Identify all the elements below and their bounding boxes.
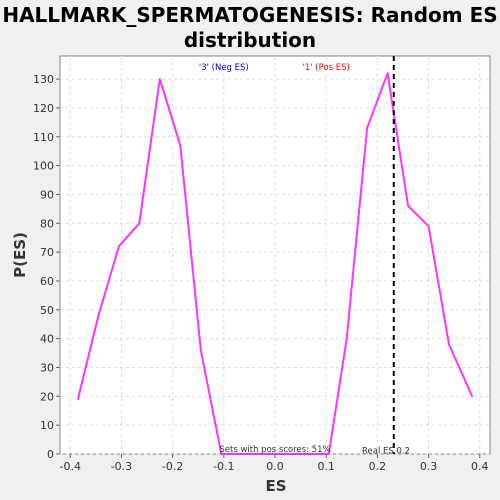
x-tick-label: 0.1 bbox=[317, 460, 335, 473]
grid-lines bbox=[60, 56, 490, 455]
x-tick-label: -0.3 bbox=[111, 460, 132, 473]
series-layer bbox=[76, 72, 474, 455]
series-point bbox=[97, 314, 100, 317]
series-point bbox=[386, 72, 389, 75]
pos-scores-text: Sets with pos scores: 51% bbox=[219, 445, 330, 455]
x-tick-label: -0.4 bbox=[60, 460, 81, 473]
x-tick-label: 0.0 bbox=[266, 460, 284, 473]
series-point bbox=[199, 349, 202, 351]
series-line bbox=[76, 72, 474, 455]
series-point bbox=[327, 453, 330, 455]
chart-title-line1: HALLMARK_SPERMATOGENESIS: Random ES bbox=[2, 3, 497, 27]
series-point bbox=[448, 343, 450, 346]
series-point bbox=[407, 205, 409, 207]
y-tick-label: 70 bbox=[40, 246, 54, 259]
y-tick-label: 80 bbox=[40, 217, 54, 230]
series-point bbox=[118, 245, 120, 248]
y-tick-label: 60 bbox=[40, 275, 54, 288]
series-point bbox=[179, 144, 182, 147]
series-point bbox=[159, 78, 161, 80]
series-point bbox=[471, 395, 473, 398]
series-point bbox=[138, 222, 141, 225]
series-point bbox=[240, 453, 243, 455]
y-axis-title: P(ES) bbox=[11, 232, 29, 278]
series-point bbox=[366, 127, 368, 129]
x-tick-label: 0.3 bbox=[420, 460, 438, 473]
y-tick-label: 90 bbox=[40, 188, 54, 201]
y-tick-label: 0 bbox=[47, 448, 54, 461]
y-tick-label: 110 bbox=[33, 131, 54, 144]
series-point bbox=[281, 453, 284, 455]
real-es-label: Real ES 0.2 bbox=[362, 447, 410, 457]
series-point bbox=[302, 453, 304, 455]
y-tick-label: 50 bbox=[40, 304, 54, 317]
series-point bbox=[427, 225, 430, 227]
chart-title-line2: distribution bbox=[184, 28, 316, 52]
series-point bbox=[77, 398, 79, 401]
x-tick-label: 0.2 bbox=[369, 460, 387, 473]
axis-ticks: 0 10 20 30 40 50 60 70 80 90 100 110 120 130 -0.4 -0.3 -… bbox=[33, 73, 489, 473]
y-tick-label: 40 bbox=[40, 333, 54, 346]
pos-es-label: '1' (Pos ES) bbox=[303, 63, 350, 73]
x-tick-label: 0.4 bbox=[471, 460, 489, 473]
series-point bbox=[220, 453, 223, 455]
y-tick-label: 20 bbox=[40, 390, 54, 403]
series-point bbox=[261, 453, 264, 455]
y-tick-label: 130 bbox=[33, 73, 54, 86]
y-tick-label: 120 bbox=[33, 102, 54, 115]
series-point bbox=[345, 337, 348, 340]
x-tick-label: -0.2 bbox=[162, 460, 183, 473]
y-tick-label: 10 bbox=[40, 419, 54, 432]
y-tick-label: 100 bbox=[33, 160, 54, 173]
x-axis-title: ES bbox=[265, 477, 286, 495]
x-tick-label: -0.1 bbox=[213, 460, 234, 473]
annotation-layer: '3' (Neg ES) '1' (Pos ES) Sets with pos sc… bbox=[199, 56, 410, 457]
neg-es-label: '3' (Neg ES) bbox=[199, 63, 249, 73]
y-tick-label: 30 bbox=[40, 361, 54, 374]
